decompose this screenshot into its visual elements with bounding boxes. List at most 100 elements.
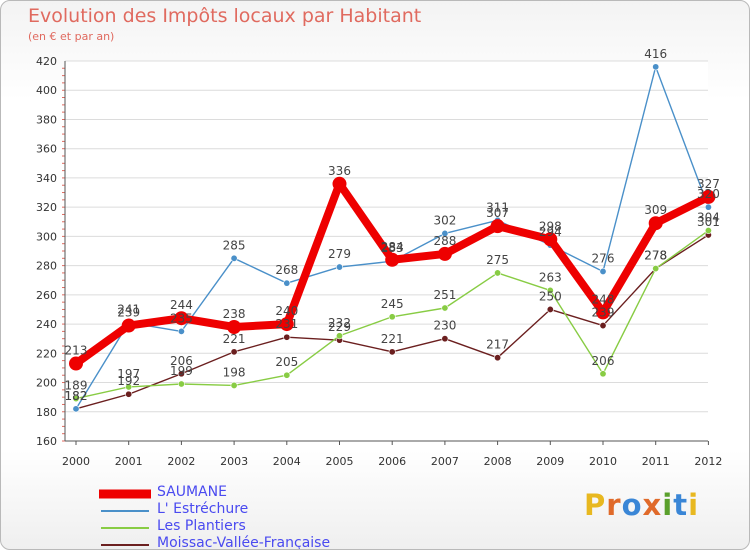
data-label-l-estr-chure-2001: 241 [117, 303, 140, 317]
y-tick-label-420: 420 [36, 55, 57, 68]
data-label-saumane-2009: 298 [539, 219, 562, 233]
data-point-moissac-vall-e-fran-aise-2007 [441, 335, 449, 343]
data-point-saumane-2012 [701, 189, 716, 204]
y-tick-label-180: 180 [36, 406, 57, 419]
x-tick-label-2009: 2009 [536, 455, 564, 468]
data-label-saumane-2007: 288 [433, 234, 456, 248]
data-point-moissac-vall-e-fran-aise-2004 [283, 333, 291, 341]
y-tick-label-240: 240 [36, 318, 57, 331]
data-label-moissac-vall-e-fran-aise-2006: 221 [381, 332, 404, 346]
x-tick-label-2010: 2010 [589, 455, 617, 468]
data-label-les-plantiers-2003: 198 [223, 365, 246, 379]
data-label-moissac-vall-e-fran-aise-2002: 206 [170, 354, 193, 368]
y-tick-label-360: 360 [36, 143, 57, 156]
data-point-les-plantiers-2011 [652, 265, 660, 273]
data-point-l-estr-chure-2007 [441, 229, 449, 237]
data-point-moissac-vall-e-fran-aise-2006 [388, 348, 396, 356]
y-tick-label-280: 280 [36, 260, 57, 273]
data-point-les-plantiers-2010 [599, 370, 607, 378]
data-point-saumane-2010 [596, 305, 610, 320]
data-point-moissac-vall-e-fran-aise-2010 [599, 322, 607, 330]
y-tick-label-260: 260 [36, 289, 57, 302]
data-point-saumane-2004 [279, 317, 294, 332]
x-tick-label-2000: 2000 [62, 455, 90, 468]
data-point-les-plantiers-2000 [72, 395, 80, 403]
data-label-moissac-vall-e-fran-aise-2012: 301 [697, 215, 720, 229]
data-label-les-plantiers-2002: 199 [170, 364, 193, 378]
data-label-saumane-2004: 240 [275, 304, 298, 318]
y-tick-label-400: 400 [36, 84, 57, 97]
data-label-saumane-2005: 336 [328, 164, 351, 178]
data-label-les-plantiers-2012: 304 [697, 211, 720, 225]
data-point-l-estr-chure-2012 [704, 203, 712, 211]
legend-swatch-moissac [101, 544, 149, 546]
legend-label-plantiers: Les Plantiers [157, 518, 246, 534]
x-tick-label-2004: 2004 [273, 455, 301, 468]
x-tick-label-2006: 2006 [378, 455, 406, 468]
logo-letter: x [642, 488, 663, 522]
x-tick-label-2008: 2008 [484, 455, 512, 468]
data-label-les-plantiers-2005: 232 [328, 316, 351, 330]
y-tick-label-340: 340 [36, 172, 57, 185]
data-label-l-estr-chure-2004: 268 [275, 263, 298, 277]
data-point-les-plantiers-2003 [230, 381, 238, 389]
logo-letter: r [606, 488, 622, 522]
data-point-les-plantiers-2008 [494, 269, 502, 277]
data-point-saumane-2008 [490, 219, 505, 234]
data-label-moissac-vall-e-fran-aise-2011: 278 [644, 249, 667, 263]
logo-letter: o [621, 488, 643, 522]
data-label-moissac-vall-e-fran-aise-2010: 239 [592, 306, 615, 320]
data-point-les-plantiers-2005 [335, 332, 343, 340]
y-tick-label-380: 380 [36, 113, 57, 126]
data-label-l-estr-chure-2006: 283 [381, 241, 404, 255]
data-label-les-plantiers-2011: 278 [644, 249, 667, 263]
x-tick-label-2011: 2011 [642, 455, 670, 468]
data-point-l-estr-chure-2003 [230, 254, 238, 262]
chart-subtitle: (en € et par an) [28, 30, 115, 43]
x-tick-label-2001: 2001 [115, 455, 143, 468]
data-point-l-estr-chure-2002 [177, 327, 185, 335]
data-point-moissac-vall-e-fran-aise-2008 [494, 354, 502, 362]
x-tick-label-2007: 2007 [431, 455, 459, 468]
data-label-saumane-2010: 248 [592, 292, 615, 306]
data-point-saumane-2002 [174, 311, 189, 326]
data-label-l-estr-chure-2005: 279 [328, 247, 351, 261]
data-label-saumane-2000: 213 [65, 344, 88, 358]
data-label-moissac-vall-e-fran-aise-2007: 230 [433, 319, 456, 333]
proxiti-logo: Proxiti [584, 488, 699, 522]
y-tick-label-200: 200 [36, 377, 57, 390]
data-label-l-estr-chure-2000: 182 [65, 389, 88, 403]
data-label-les-plantiers-2008: 275 [486, 253, 509, 267]
data-label-saumane-2001: 239 [117, 306, 140, 320]
data-point-saumane-2007 [437, 246, 452, 261]
legend-swatch-estrechure [101, 510, 149, 512]
data-label-moissac-vall-e-fran-aise-2004: 231 [275, 317, 298, 331]
legend-swatch-saumane [99, 489, 151, 499]
data-label-moissac-vall-e-fran-aise-2009: 250 [539, 289, 562, 303]
data-label-saumane-2011: 309 [644, 203, 667, 217]
data-label-les-plantiers-2000: 189 [65, 379, 88, 393]
logo-letter: P [584, 488, 607, 522]
data-label-moissac-vall-e-fran-aise-2000: 182 [65, 389, 88, 403]
data-point-moissac-vall-e-fran-aise-2002 [177, 370, 185, 378]
data-point-saumane-2006 [385, 252, 400, 267]
data-label-saumane-2008: 307 [486, 206, 509, 220]
data-point-saumane-2011 [648, 216, 663, 231]
data-label-moissac-vall-e-fran-aise-2001: 192 [117, 374, 140, 388]
chart-title: Evolution des Impôts locaux par Habitant [28, 5, 422, 27]
data-point-les-plantiers-2012 [704, 227, 712, 235]
y-tick-label-160: 160 [36, 435, 57, 448]
data-label-les-plantiers-2006: 245 [381, 297, 404, 311]
data-label-l-estr-chure-2007: 302 [433, 213, 456, 227]
data-label-moissac-vall-e-fran-aise-2008: 217 [486, 338, 509, 352]
data-point-les-plantiers-2007 [441, 304, 449, 312]
data-label-saumane-2006: 284 [381, 240, 404, 254]
legend-label-saumane: SAUMANE [157, 484, 227, 500]
data-label-saumane-2012: 327 [697, 177, 720, 191]
legend-label-estrechure: L' Estréchure [157, 501, 249, 517]
x-tick-label-2005: 2005 [326, 455, 354, 468]
data-label-l-estr-chure-2012: 320 [697, 187, 720, 201]
data-point-les-plantiers-2009 [546, 286, 554, 294]
data-point-saumane-2000 [69, 356, 83, 371]
